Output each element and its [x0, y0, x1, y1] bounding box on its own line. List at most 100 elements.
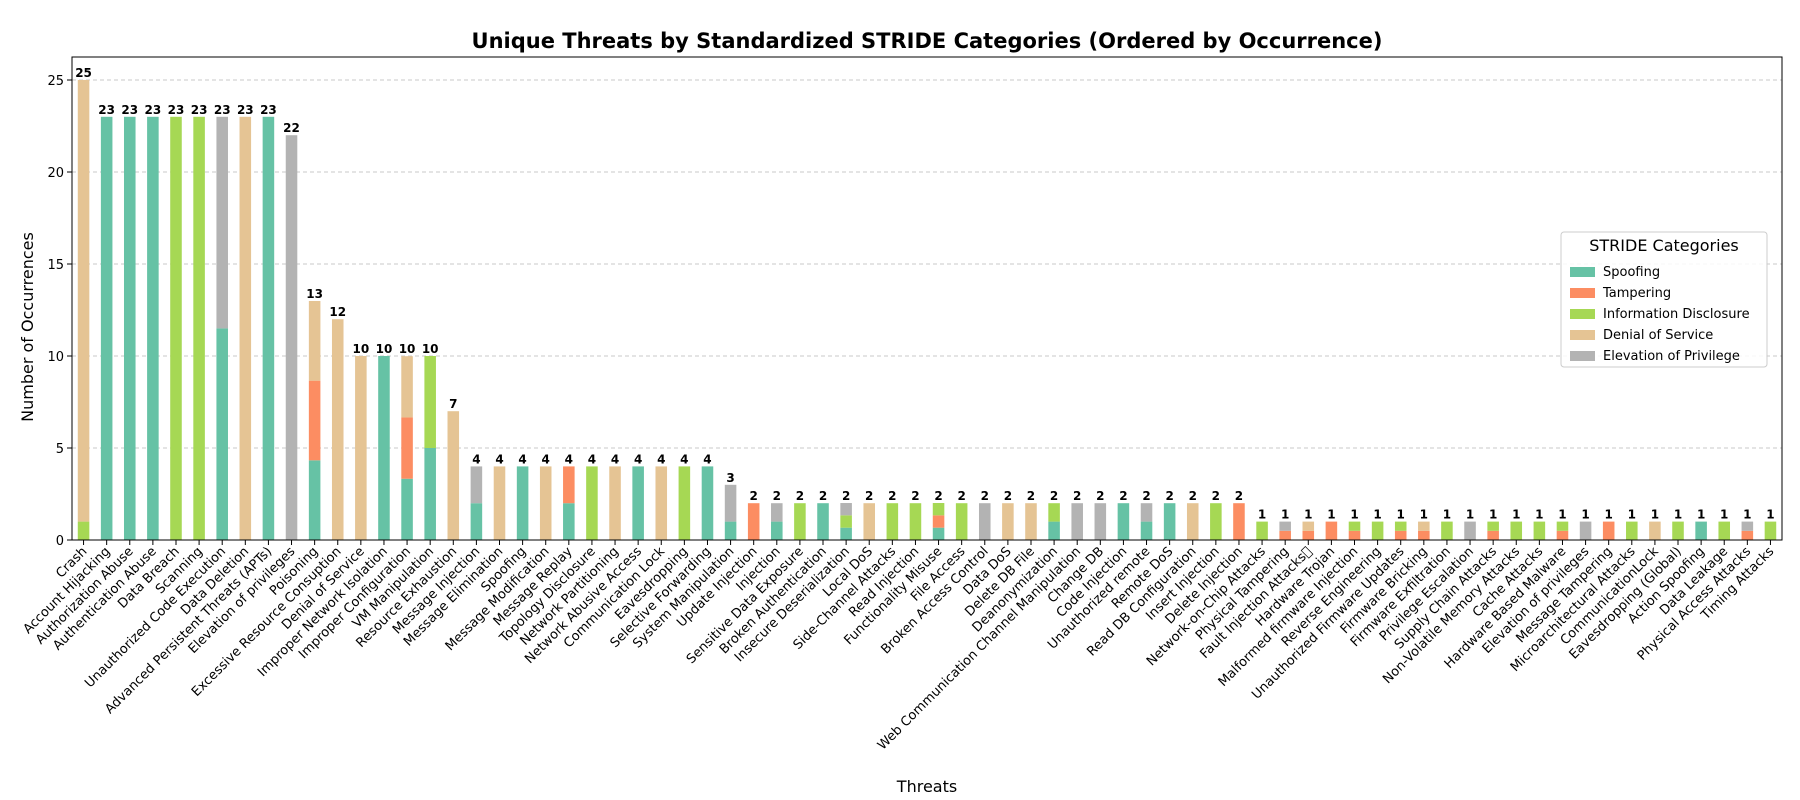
- legend: STRIDE Categories Spoofing Tampering Infor…: [1560, 231, 1768, 368]
- bar-segment: [817, 503, 829, 540]
- bar-segment: [470, 503, 483, 540]
- bar-segment: [1302, 530, 1315, 540]
- total-label: 2: [934, 489, 942, 503]
- bar-segment: [1302, 521, 1315, 531]
- total-label: 1: [1304, 508, 1312, 522]
- y-tick-label: 0: [56, 534, 64, 549]
- total-label: 1: [1697, 508, 1705, 522]
- total-label: 1: [1443, 508, 1451, 522]
- total-label: 4: [495, 452, 503, 466]
- total-label: 1: [1397, 508, 1405, 522]
- bar-segment: [424, 356, 436, 448]
- bar-segment: [655, 466, 668, 540]
- total-label: 2: [1050, 489, 1058, 503]
- bar-segment: [632, 466, 644, 540]
- total-label: 1: [1581, 508, 1589, 522]
- legend-swatch: [1570, 309, 1595, 319]
- total-label: 1: [1373, 508, 1381, 522]
- bar-segment: [678, 466, 691, 540]
- bar-segment: [586, 466, 598, 540]
- bar-segment: [1325, 521, 1338, 540]
- bar-segment: [193, 116, 205, 541]
- total-label: 1: [1420, 508, 1428, 522]
- legend-label: Tampering: [1602, 286, 1671, 301]
- bar-segment: [1464, 521, 1476, 540]
- bar-segment: [1533, 521, 1546, 540]
- total-label: 1: [1651, 508, 1659, 522]
- total-label: 2: [1189, 489, 1197, 503]
- legend-swatch: [1570, 267, 1595, 277]
- total-label: 4: [565, 452, 573, 466]
- bar-segment: [863, 503, 876, 540]
- total-label: 2: [865, 489, 873, 503]
- bar-segment: [771, 521, 783, 540]
- bar-segment: [170, 116, 182, 541]
- total-label: 1: [1605, 508, 1613, 522]
- bar-segment: [147, 116, 159, 541]
- bar-segment: [886, 503, 899, 540]
- bar-segment: [239, 116, 252, 541]
- bar-segment: [1487, 521, 1499, 531]
- bar-segment: [840, 515, 852, 528]
- bar-segment: [378, 356, 390, 540]
- total-label: 23: [191, 103, 208, 117]
- bar-segment: [1025, 503, 1037, 540]
- y-tick-label: 20: [47, 166, 64, 181]
- legend-swatch: [1570, 351, 1595, 361]
- total-label: 4: [588, 452, 596, 466]
- bar-segment: [1510, 521, 1523, 540]
- bar-segment: [1279, 521, 1291, 531]
- bar-segment: [932, 527, 945, 540]
- bar-segment: [1487, 530, 1499, 540]
- legend-swatch: [1570, 288, 1595, 298]
- total-label: 2: [1119, 489, 1127, 503]
- bar-segment: [100, 116, 113, 541]
- total-label: 1: [1766, 508, 1774, 522]
- bar-segment: [1094, 503, 1107, 540]
- bar-segment: [701, 466, 714, 540]
- legend-label: Elevation of Privilege: [1603, 349, 1740, 364]
- total-label: 2: [957, 489, 965, 503]
- bar-segment: [609, 466, 621, 540]
- bar-segment: [1117, 503, 1130, 540]
- bar-segment: [1556, 530, 1569, 540]
- bar-segment: [840, 527, 852, 540]
- total-label: 1: [1258, 508, 1266, 522]
- total-label: 1: [1628, 508, 1636, 522]
- y-axis-label: Number of Occurrences: [18, 232, 37, 422]
- y-tick-label: 10: [47, 350, 64, 365]
- total-label: 23: [145, 103, 162, 117]
- bar-segment: [1764, 521, 1777, 540]
- total-label: 1: [1535, 508, 1543, 522]
- total-label: 3: [726, 471, 734, 485]
- bar-segment: [355, 356, 367, 540]
- bar-segment: [909, 503, 922, 540]
- total-label: 4: [472, 452, 480, 466]
- total-label: 1: [1281, 508, 1289, 522]
- total-label: 4: [657, 452, 665, 466]
- total-label: 2: [981, 489, 989, 503]
- bar-segment: [308, 380, 321, 461]
- bar-segment: [1718, 521, 1731, 540]
- bar-segment: [840, 503, 852, 516]
- total-label: 2: [1073, 489, 1081, 503]
- bar-segment: [1348, 530, 1361, 540]
- bar-segment: [1163, 503, 1176, 540]
- bar-segment: [77, 521, 90, 540]
- plot-frame: [71, 56, 1783, 541]
- chart-title: Unique Threats by Standardized STRIDE Ca…: [472, 29, 1383, 53]
- total-label: 13: [306, 287, 323, 301]
- legend-label: Spoofing: [1603, 265, 1660, 280]
- y-tick-label: 15: [47, 258, 64, 273]
- total-label: 2: [842, 489, 850, 503]
- legend-frame: [1560, 231, 1768, 368]
- bar-segment: [308, 300, 321, 381]
- total-label: 2: [1142, 489, 1150, 503]
- total-label: 1: [1489, 508, 1497, 522]
- bar-segment: [955, 503, 968, 540]
- bar-segment: [539, 466, 552, 540]
- total-label: 2: [1212, 489, 1220, 503]
- total-label: 10: [352, 342, 369, 356]
- bar-segment: [747, 503, 760, 540]
- bar-segment: [724, 484, 737, 522]
